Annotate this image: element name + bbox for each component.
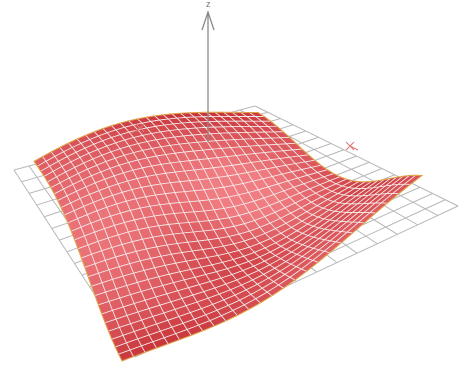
right-marker [345,141,359,151]
z-axis-arrow: z [201,0,215,142]
grid-line [254,105,459,207]
arrow-head [201,9,215,31]
surface-mesh [33,111,424,362]
axis-label: z [206,0,211,9]
surface-edge [33,111,424,362]
left-marker [131,123,145,134]
gizmo-markers [131,123,359,151]
